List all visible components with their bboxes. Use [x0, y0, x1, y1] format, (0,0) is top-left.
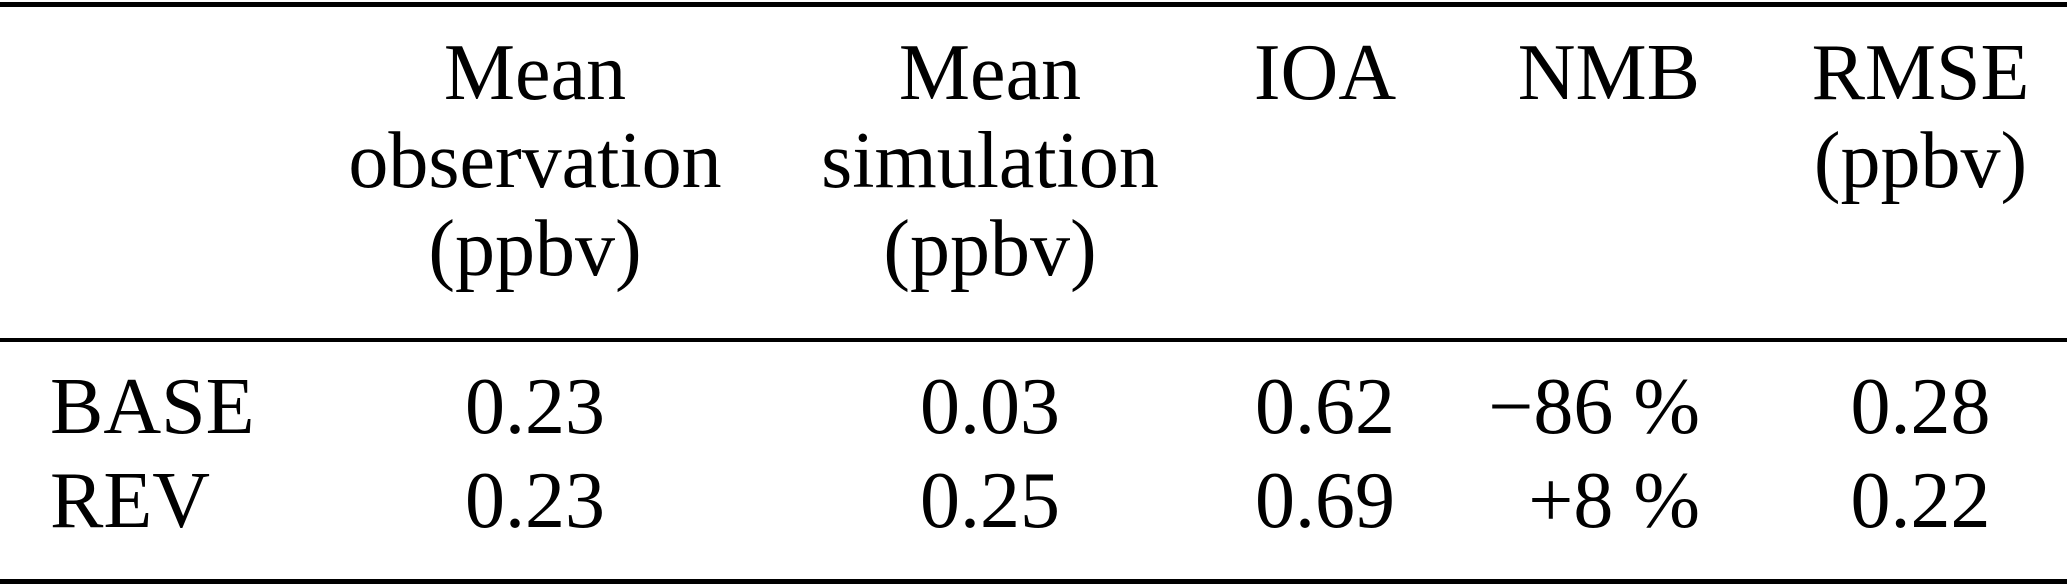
header-line: IOA: [1253, 29, 1397, 117]
header-cell-nmb: NMB: [1410, 5, 1800, 341]
header-cell-empty: [0, 5, 330, 341]
row-label-base: BASE: [50, 363, 255, 451]
table-row-base: BASE 0.23 0.03 0.62 −86 % 0.28: [0, 340, 2067, 454]
header-line: Mean: [443, 29, 627, 117]
header-line: simulation: [821, 117, 1159, 205]
header-line: (ppbv): [1813, 117, 2028, 205]
cell-rev-rmse: 0.22: [1850, 457, 1991, 545]
cell-base-mean-simulation: 0.03: [920, 363, 1060, 451]
header-row: Mean observation (ppbv) Mean simulation …: [0, 5, 2067, 341]
cell-base-nmb: −86 %: [1488, 363, 1700, 451]
cell-rev-mean-observation: 0.23: [465, 457, 605, 545]
cell-rev-mean-simulation: 0.25: [920, 457, 1060, 545]
cell-rev-ioa: 0.69: [1255, 457, 1395, 545]
header-line: (ppbv): [883, 205, 1097, 293]
header-cell-mean-simulation: Mean simulation (ppbv): [740, 5, 1240, 341]
table-header: Mean observation (ppbv) Mean simulation …: [0, 5, 2067, 341]
header-line: observation: [348, 117, 722, 205]
header-line: Mean: [898, 29, 1082, 117]
header-cell-ioa: IOA: [1240, 5, 1410, 341]
header-line: RMSE: [1811, 29, 2030, 117]
cell-base-rmse: 0.28: [1850, 363, 1991, 451]
table-row-rev: REV 0.23 0.25 0.69 +8 % 0.22: [0, 454, 2067, 582]
cell-rev-nmb: +8 %: [1528, 457, 1700, 545]
table-body: BASE 0.23 0.03 0.62 −86 % 0.28 REV 0.23 …: [0, 340, 2067, 582]
cell-base-mean-observation: 0.23: [465, 363, 605, 451]
header-cell-mean-observation: Mean observation (ppbv): [330, 5, 740, 341]
row-label-rev: REV: [50, 457, 210, 545]
header-cell-rmse: RMSE (ppbv): [1800, 5, 2067, 341]
header-line: NMB: [1517, 29, 1700, 117]
header-line: (ppbv): [428, 205, 642, 293]
cell-base-ioa: 0.62: [1255, 363, 1395, 451]
